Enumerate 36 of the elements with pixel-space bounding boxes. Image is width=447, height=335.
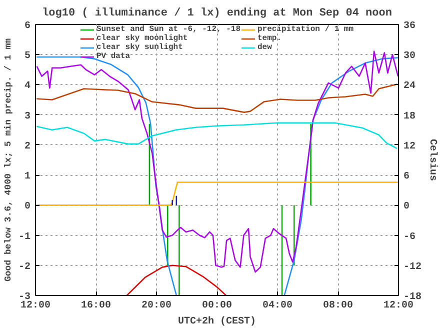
- y2-tick-label: 24: [404, 81, 416, 92]
- legend-label: Sunset and Sun at -6, -12, -18: [96, 25, 241, 34]
- y2-tick-label: -12: [404, 262, 422, 273]
- y-tick-label: 0: [24, 202, 31, 213]
- y-tick-label: 2: [24, 141, 31, 152]
- legend-label: temp.: [258, 34, 282, 43]
- y-tick-label: -1: [18, 232, 31, 243]
- y-tick-label: 4: [24, 81, 31, 92]
- y2-tick-label: 36: [404, 21, 416, 32]
- chart-title: log10 ( illuminance / 1 lx) ending at Mon Sep 04 noon: [42, 8, 392, 20]
- y-tick-label: 3: [24, 111, 31, 122]
- y-tick-label: -2: [18, 262, 31, 273]
- x-tick-label: 04:00: [262, 300, 293, 312]
- y2-tick-label: 6: [404, 172, 410, 183]
- y-tick-label: 5: [24, 51, 31, 62]
- x-tick-label: 16:00: [81, 300, 112, 312]
- x-tick-label: 12:00: [20, 300, 51, 312]
- legend-label: precipitation / 1 mm: [258, 25, 354, 34]
- y2-axis-title: Celsius: [426, 138, 439, 182]
- legend-label: PV data: [96, 52, 130, 61]
- x-tick-label: 00:00: [202, 300, 232, 312]
- x-tick-label: 08:00: [323, 300, 354, 312]
- y-tick-label: 6: [24, 21, 31, 32]
- legend-label: clear sky moonlight: [96, 34, 188, 43]
- y2-tick-label: 12: [404, 141, 416, 152]
- y-axis-title: Good below 3.6, 4000 lx; 5 min precip. / 1 mm: [4, 38, 14, 282]
- x-tick-label: 12:00: [384, 300, 414, 312]
- y2-tick-label: 30: [404, 51, 416, 62]
- legend-label: clear sky sunlight: [96, 43, 183, 52]
- x-tick-label: 20:00: [142, 300, 172, 312]
- y2-tick-label: -6: [404, 232, 416, 243]
- x-axis-title: UTC+2h (CEST): [178, 316, 256, 328]
- y2-tick-label: 0: [404, 202, 410, 213]
- legend-label: dew: [258, 43, 273, 52]
- y-tick-label: 1: [24, 172, 31, 183]
- y2-tick-label: 18: [404, 111, 416, 122]
